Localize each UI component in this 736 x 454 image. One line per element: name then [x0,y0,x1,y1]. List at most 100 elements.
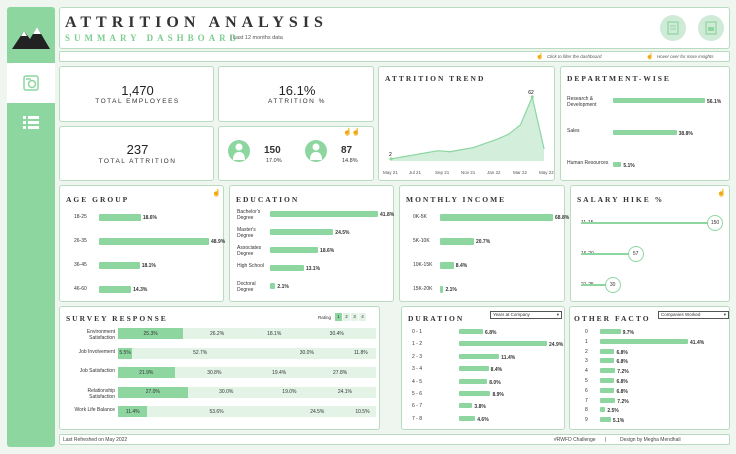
survey-cell[interactable]: 30.0% [187,386,265,398]
department-value: 38.8% [678,131,693,137]
trend-point[interactable] [461,149,463,151]
duration-bar[interactable] [459,391,491,396]
survey-cell[interactable]: 26.2% [183,328,251,339]
income-bar[interactable] [440,262,454,269]
survey-cell[interactable]: 30.4% [297,328,376,339]
income-bar[interactable] [440,214,553,221]
female-filter-button[interactable] [305,140,327,162]
other-bar[interactable] [600,338,688,344]
age-bar[interactable] [99,262,140,269]
survey-cell[interactable]: 21.9% [118,367,175,378]
duration-bar[interactable] [459,353,500,359]
trend-point[interactable] [449,151,451,153]
income-value: 20.7% [475,239,491,245]
duration-bar[interactable] [459,341,547,347]
department-bar[interactable] [613,98,705,103]
age-filter-hand-icon[interactable]: ☝ [212,190,221,197]
other-label: 0 [585,329,588,335]
nav-dashboard-tab[interactable] [7,63,55,103]
income-bar[interactable] [440,238,474,245]
trend-point[interactable] [519,124,522,126]
rating-chip[interactable]: 4 [359,313,366,321]
survey-cell[interactable]: 19.0% [264,386,314,398]
other-bar[interactable] [600,368,616,374]
department-bar[interactable] [613,130,677,135]
document-icon [667,21,679,35]
survey-cell[interactable]: 27.8% [304,367,376,378]
other-bar[interactable] [600,407,606,413]
other-bar[interactable] [600,358,615,364]
survey-cell[interactable]: 53.6% [147,406,286,417]
salary-bar[interactable] [581,253,630,255]
duration-value: 8.4% [490,367,503,374]
age-bar[interactable] [99,214,141,221]
survey-cell[interactable]: 52.7% [132,347,269,359]
trend-point[interactable] [472,146,474,149]
other-bar[interactable] [600,387,615,393]
department-bar[interactable] [613,162,622,167]
department-title: DEPARTMENT-WISE [567,74,671,83]
rating-chip[interactable]: 3 [351,313,358,321]
salary-value: 150 [707,215,723,231]
other-bar[interactable] [600,397,616,403]
trend-point[interactable] [496,138,498,140]
duration-bar[interactable] [459,403,473,409]
trend-point[interactable] [543,148,545,150]
survey-cell[interactable]: 11.8% [345,347,376,359]
other-bar[interactable] [600,329,621,334]
salary-bar[interactable] [581,222,709,224]
trend-point[interactable] [508,133,510,135]
survey-cell[interactable]: 5.5% [118,347,133,359]
survey-cell[interactable]: 25.3% [118,328,184,339]
income-bar[interactable] [440,286,444,293]
duration-bar[interactable] [459,329,484,334]
survey-cell[interactable]: 11.4% [118,406,148,417]
survey-cell[interactable]: 30.8% [174,367,255,378]
trend-point[interactable] [484,142,486,145]
rating-chip[interactable]: 2 [343,313,350,321]
other-factors-select[interactable]: Companies Worked ▾ [658,311,729,319]
duration-bar[interactable] [459,366,489,372]
survey-cell[interactable]: 30.0% [268,347,346,359]
education-bar[interactable] [270,229,334,235]
male-count: 150 [264,145,281,156]
trend-point[interactable] [530,95,534,99]
survey-cell[interactable]: 10.5% [348,406,376,417]
duration-bar[interactable] [459,378,488,384]
period-label: | Last 12 months data [230,35,283,41]
dashboard-icon [23,75,39,91]
trend-point[interactable] [413,154,416,156]
other-bar[interactable] [600,417,611,423]
duration-value: 8.9% [492,392,504,398]
age-bar[interactable] [99,238,209,245]
duration-select[interactable]: Years at Company ▾ [490,311,562,319]
survey-cell[interactable]: 24.5% [285,406,349,417]
trend-point[interactable] [402,156,404,158]
survey-cell[interactable]: 18.1% [250,328,298,339]
export-pdf-button[interactable] [660,15,686,41]
trend-point[interactable] [437,150,439,152]
salary-filter-hand-icon[interactable]: ☝ [717,190,726,197]
attrition-trend-chart[interactable]: 2 62 May 21 Jul 21 Sep 21 Nov 21 Jan 22 Mar 22 M… [379,83,556,182]
survey-cell[interactable]: 24.1% [313,386,376,398]
duration-bar[interactable] [459,415,476,421]
trend-peak-label: 62 [528,90,534,96]
education-bar[interactable] [270,283,276,289]
other-bar[interactable] [600,378,615,383]
trend-point[interactable] [425,152,427,154]
nav-list-button[interactable] [23,115,39,129]
male-filter-button[interactable] [228,140,250,162]
trend-point[interactable] [389,157,393,161]
education-bar[interactable] [270,211,378,217]
rating-chip[interactable]: 1 [335,313,342,321]
education-bar[interactable] [270,247,319,253]
survey-cell[interactable]: 27.0% [118,386,188,398]
age-bar[interactable] [99,286,132,293]
education-bar[interactable] [270,265,304,271]
other-bar[interactable] [600,348,615,354]
survey-cell[interactable]: 19.4% [254,367,305,378]
filter-hand-icon[interactable]: ☝☝ [343,129,361,136]
salary-bar[interactable] [581,284,607,286]
export-ppt-button[interactable] [698,15,724,41]
total-attrition-value: 237 [126,142,149,157]
